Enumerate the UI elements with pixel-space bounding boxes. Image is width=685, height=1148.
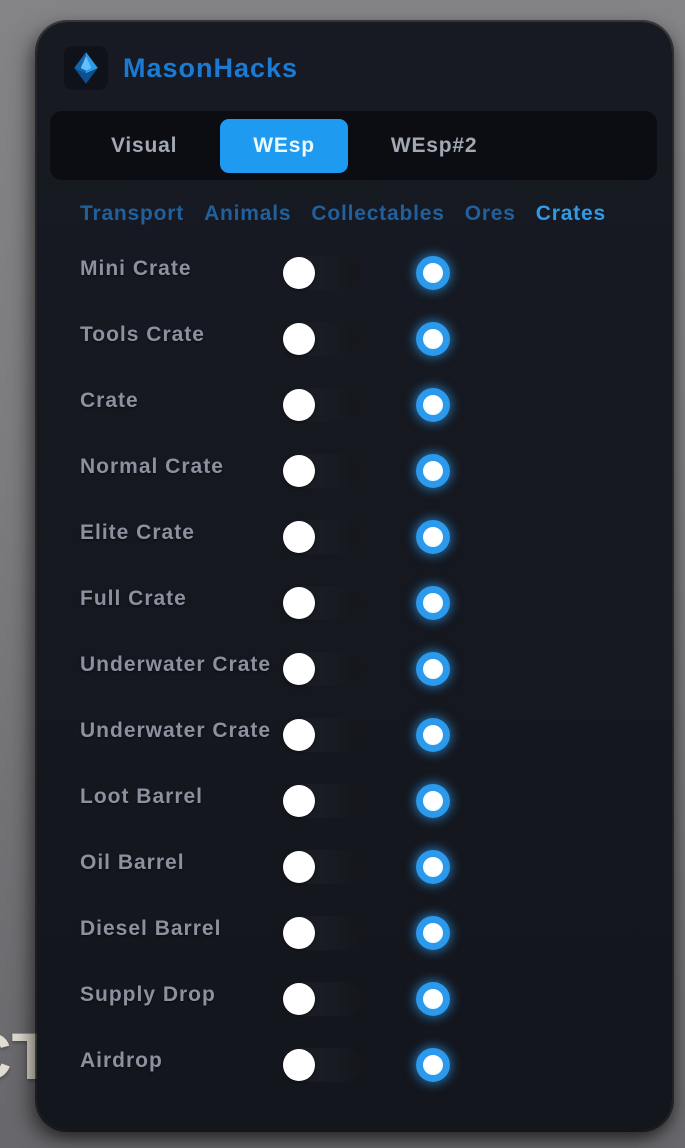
- toggle-knob-icon: [283, 389, 315, 421]
- esp-item-row: Tools Crate: [37, 306, 672, 372]
- esp-item-label: Full Crate: [80, 587, 187, 610]
- toggle-knob-icon: [283, 851, 315, 883]
- esp-item-row: Supply Drop: [37, 966, 672, 1032]
- esp-item-label: Tools Crate: [80, 323, 205, 346]
- toggle-knob-icon: [283, 785, 315, 817]
- esp-item-label: Supply Drop: [80, 983, 216, 1006]
- esp-item-label: Oil Barrel: [80, 851, 185, 874]
- esp-item-row: Underwater Crate: [37, 702, 672, 768]
- esp-item-row: Normal Crate: [37, 438, 672, 504]
- esp-item-label: Underwater Crate: [80, 719, 272, 742]
- esp-item-label: Underwater Crate: [80, 653, 272, 676]
- esp-item-toggle[interactable]: [283, 454, 361, 488]
- esp-item-row: Mini Crate: [37, 240, 672, 306]
- toggle-knob-icon: [283, 257, 315, 289]
- esp-item-toggle[interactable]: [283, 256, 361, 290]
- subtab-animals[interactable]: Animals: [204, 202, 292, 225]
- esp-item-label: Mini Crate: [80, 257, 192, 280]
- toggle-knob-icon: [283, 917, 315, 949]
- esp-item-color-picker[interactable]: [416, 784, 450, 818]
- esp-item-label: Crate: [80, 389, 139, 412]
- esp-item-row: Airdrop: [37, 1032, 672, 1098]
- toggle-knob-icon: [283, 1049, 315, 1081]
- esp-item-color-picker[interactable]: [416, 718, 450, 752]
- esp-item-row: Oil Barrel: [37, 834, 672, 900]
- gem-logo-icon: [64, 46, 108, 90]
- esp-item-toggle[interactable]: [283, 1048, 361, 1082]
- app-title: MasonHacks: [123, 52, 299, 83]
- tab-visual[interactable]: Visual: [78, 119, 210, 173]
- toggle-knob-icon: [283, 323, 315, 355]
- esp-item-row: Diesel Barrel: [37, 900, 672, 966]
- esp-item-color-picker[interactable]: [416, 982, 450, 1016]
- esp-item-color-picker[interactable]: [416, 520, 450, 554]
- esp-item-toggle[interactable]: [283, 322, 361, 356]
- esp-item-toggle[interactable]: [283, 982, 361, 1016]
- subtab-ores[interactable]: Ores: [464, 202, 516, 225]
- subtab-transport[interactable]: Transport: [80, 202, 185, 225]
- esp-item-color-picker[interactable]: [416, 586, 450, 620]
- esp-item-color-picker[interactable]: [416, 388, 450, 422]
- esp-item-toggle[interactable]: [283, 388, 361, 422]
- esp-item-color-picker[interactable]: [416, 850, 450, 884]
- esp-item-toggle[interactable]: [283, 784, 361, 818]
- esp-item-toggle[interactable]: [283, 850, 361, 884]
- subtab-crates[interactable]: Crates: [535, 202, 606, 225]
- esp-item-toggle[interactable]: [283, 520, 361, 554]
- esp-item-color-picker[interactable]: [416, 322, 450, 356]
- esp-item-toggle[interactable]: [283, 718, 361, 752]
- tab-wesp[interactable]: WEsp: [220, 118, 348, 173]
- toggle-knob-icon: [283, 455, 315, 487]
- masonhacks-window: MasonHacks Visual WEsp WEsp#2 Transport Ani…: [37, 22, 672, 1130]
- esp-item-color-picker[interactable]: [416, 1048, 450, 1082]
- esp-item-row: Loot Barrel: [37, 768, 672, 834]
- subtab-collectables[interactable]: Collectables: [311, 202, 445, 225]
- esp-item-label: Elite Crate: [80, 521, 195, 544]
- esp-item-color-picker[interactable]: [416, 256, 450, 290]
- esp-item-toggle[interactable]: [283, 652, 361, 686]
- esp-item-toggle[interactable]: [283, 586, 361, 620]
- esp-item-color-picker[interactable]: [416, 652, 450, 686]
- esp-item-label: Loot Barrel: [80, 785, 204, 808]
- tab-wesp-2[interactable]: WEsp#2: [358, 119, 511, 173]
- toggle-knob-icon: [283, 983, 315, 1015]
- window-header: MasonHacks: [37, 22, 672, 90]
- toggle-knob-icon: [283, 719, 315, 751]
- esp-item-color-picker[interactable]: [416, 916, 450, 950]
- category-tab-bar: Transport Animals Collectables Ores Crates: [80, 202, 672, 226]
- esp-item-row: Crate: [37, 372, 672, 438]
- toggle-knob-icon: [283, 653, 315, 685]
- esp-item-toggle[interactable]: [283, 916, 361, 950]
- esp-item-label: Diesel Barrel: [80, 917, 222, 940]
- esp-item-color-picker[interactable]: [416, 454, 450, 488]
- toggle-knob-icon: [283, 521, 315, 553]
- toggle-knob-icon: [283, 587, 315, 619]
- esp-item-row: Underwater Crate: [37, 636, 672, 702]
- esp-item-row: Elite Crate: [37, 504, 672, 570]
- esp-item-label: Airdrop: [80, 1049, 163, 1072]
- esp-item-label: Normal Crate: [80, 455, 224, 478]
- esp-item-row: Full Crate: [37, 570, 672, 636]
- esp-item-list: Mini Crate Tools Crate Crate Normal Crat…: [37, 240, 672, 1098]
- main-tab-bar: Visual WEsp WEsp#2: [50, 111, 657, 180]
